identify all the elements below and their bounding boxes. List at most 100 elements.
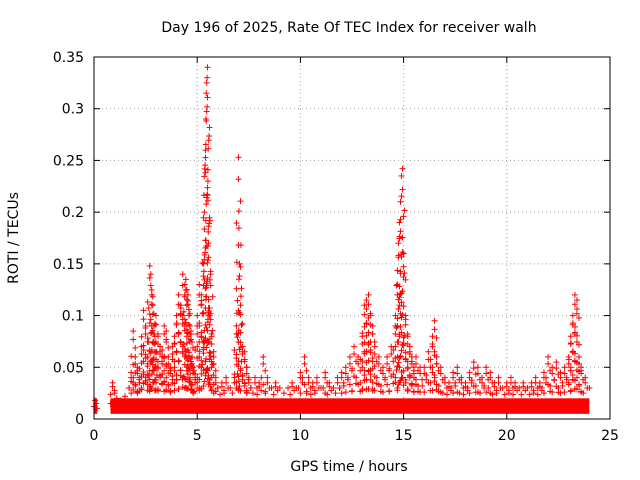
- data-point: [212, 374, 219, 381]
- data-point: [338, 374, 345, 381]
- data-point: [210, 348, 217, 355]
- data-point: [402, 379, 409, 386]
- data-point: [134, 370, 141, 377]
- y-tick-label: 0.05: [53, 360, 84, 376]
- data-point: [200, 350, 207, 357]
- data-point: [367, 312, 374, 319]
- data-point: [247, 384, 254, 391]
- data-point: [231, 347, 238, 354]
- data-point: [313, 374, 320, 381]
- data-point: [132, 344, 139, 351]
- data-point: [175, 291, 182, 298]
- data-point: [384, 381, 391, 388]
- data-point: [249, 390, 256, 397]
- data-point: [210, 353, 217, 360]
- data-point: [202, 237, 209, 244]
- data-point: [404, 333, 411, 340]
- data-point: [528, 383, 535, 390]
- data-point: [398, 347, 405, 354]
- data-point: [361, 302, 368, 309]
- data-point: [235, 276, 242, 283]
- data-point: [429, 387, 436, 394]
- data-point: [198, 370, 205, 377]
- data-point: [398, 172, 405, 179]
- data-point: [393, 367, 400, 374]
- data-point: [161, 322, 168, 329]
- data-point: [243, 364, 250, 371]
- data-point: [241, 348, 248, 355]
- data-point: [499, 384, 506, 391]
- data-point: [206, 312, 213, 319]
- data-point: [234, 334, 241, 341]
- data-point: [260, 353, 267, 360]
- data-point: [203, 90, 210, 97]
- data-point: [241, 382, 248, 389]
- data-point: [182, 320, 189, 327]
- data-point: [245, 374, 252, 381]
- data-point: [324, 391, 331, 398]
- data-point: [146, 274, 153, 281]
- data-point: [154, 333, 161, 340]
- data-point: [394, 267, 401, 274]
- data-point: [390, 358, 397, 365]
- data-point: [437, 370, 444, 377]
- data-point: [402, 356, 409, 363]
- data-point: [136, 379, 143, 386]
- data-point: [186, 353, 193, 360]
- data-point: [239, 372, 246, 379]
- data-point: [204, 178, 211, 185]
- data-point: [169, 356, 176, 363]
- data-point: [400, 340, 407, 347]
- data-point: [487, 374, 494, 381]
- data-point: [130, 336, 137, 343]
- data-point: [147, 330, 154, 337]
- data-point: [132, 353, 139, 360]
- data-point: [128, 369, 135, 376]
- data-point: [206, 276, 213, 283]
- data-point: [392, 374, 399, 381]
- data-point: [201, 378, 208, 385]
- data-point: [204, 103, 211, 110]
- data-point: [400, 250, 407, 257]
- data-point: [237, 311, 244, 318]
- data-point: [479, 379, 486, 386]
- data-point: [571, 323, 578, 330]
- data-point: [444, 391, 451, 398]
- data-point: [218, 383, 225, 390]
- data-point: [186, 322, 193, 329]
- data-point: [136, 365, 143, 372]
- data-point: [201, 209, 208, 216]
- data-point: [398, 329, 405, 336]
- data-point: [412, 360, 419, 367]
- data-point: [307, 391, 314, 398]
- data-point: [128, 390, 135, 397]
- data-point: [576, 360, 583, 367]
- data-point: [404, 387, 411, 394]
- data-point: [236, 273, 243, 280]
- data-point: [202, 141, 209, 148]
- data-point: [175, 358, 182, 365]
- data-point: [309, 383, 316, 390]
- data-point: [147, 386, 154, 393]
- data-point: [146, 262, 153, 269]
- data-point: [183, 326, 190, 333]
- data-point: [346, 381, 353, 388]
- data-point: [580, 390, 587, 397]
- data-point: [373, 374, 380, 381]
- data-point: [203, 367, 210, 374]
- data-point: [433, 334, 440, 341]
- data-point: [163, 374, 170, 381]
- data-point: [363, 348, 370, 355]
- data-point: [518, 391, 525, 398]
- data-point: [468, 377, 475, 384]
- data-point: [138, 360, 145, 367]
- data-point: [198, 334, 205, 341]
- data-point: [205, 338, 212, 345]
- data-point: [567, 340, 574, 347]
- data-point: [234, 297, 241, 304]
- data-point: [196, 348, 203, 355]
- data-point: [355, 360, 362, 367]
- data-point: [258, 374, 265, 381]
- noise-band-segment: [94, 398, 98, 414]
- data-point: [237, 242, 244, 249]
